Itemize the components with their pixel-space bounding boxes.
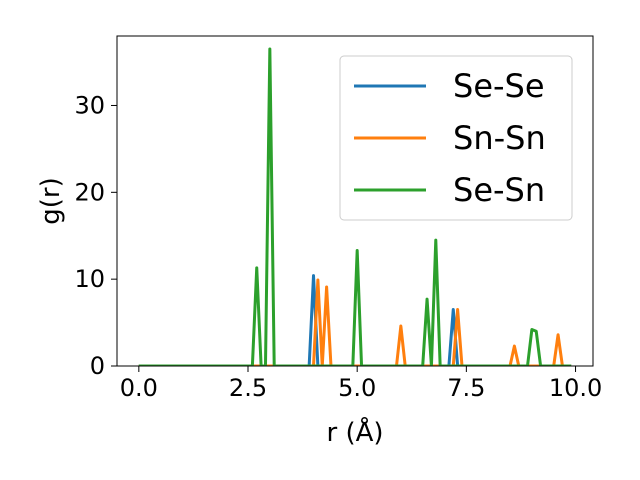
series-line-se-sn — [138, 47, 572, 366]
y-tick-label: 0 — [90, 352, 105, 380]
x-tick-label: 5.0 — [338, 374, 376, 402]
y-tick-label: 10 — [74, 265, 105, 293]
x-axis-label: r (Å) — [326, 416, 383, 448]
y-axis-label: g(r) — [36, 177, 66, 224]
x-tick-label: 10.0 — [549, 374, 602, 402]
legend: Se-Se Sn-Sn Se-Sn — [339, 55, 573, 221]
plot-area — [138, 47, 572, 366]
legend-label-sn-sn: Sn-Sn — [453, 119, 546, 157]
y-tick-label: 30 — [74, 91, 105, 119]
x-tick-label: 0.0 — [120, 374, 158, 402]
y-tick-label: 20 — [74, 178, 105, 206]
x-tick-label: 2.5 — [229, 374, 267, 402]
plot-frame — [116, 35, 594, 367]
axes: 0.0 2.5 5.0 7.5 10.0 0 10 20 30 r (Å) g(r) — [36, 35, 602, 448]
legend-label-se-se: Se-Se — [453, 67, 545, 105]
series-line-se-se — [138, 274, 572, 366]
legend-label-se-sn: Se-Sn — [453, 171, 545, 209]
x-tick-label: 7.5 — [447, 374, 485, 402]
legend-box — [339, 55, 573, 221]
